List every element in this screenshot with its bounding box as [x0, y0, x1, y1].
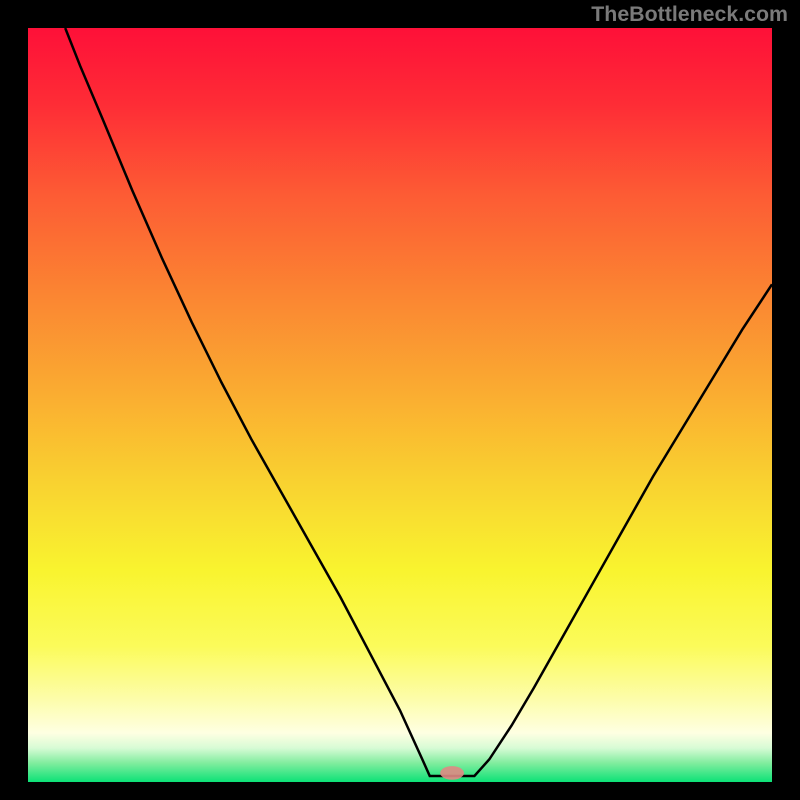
optimal-marker [440, 766, 464, 780]
gradient-background [28, 28, 772, 782]
watermark-text: TheBottleneck.com [591, 2, 788, 27]
chart-container: TheBottleneck.com [0, 0, 800, 800]
bottleneck-chart [0, 0, 800, 800]
